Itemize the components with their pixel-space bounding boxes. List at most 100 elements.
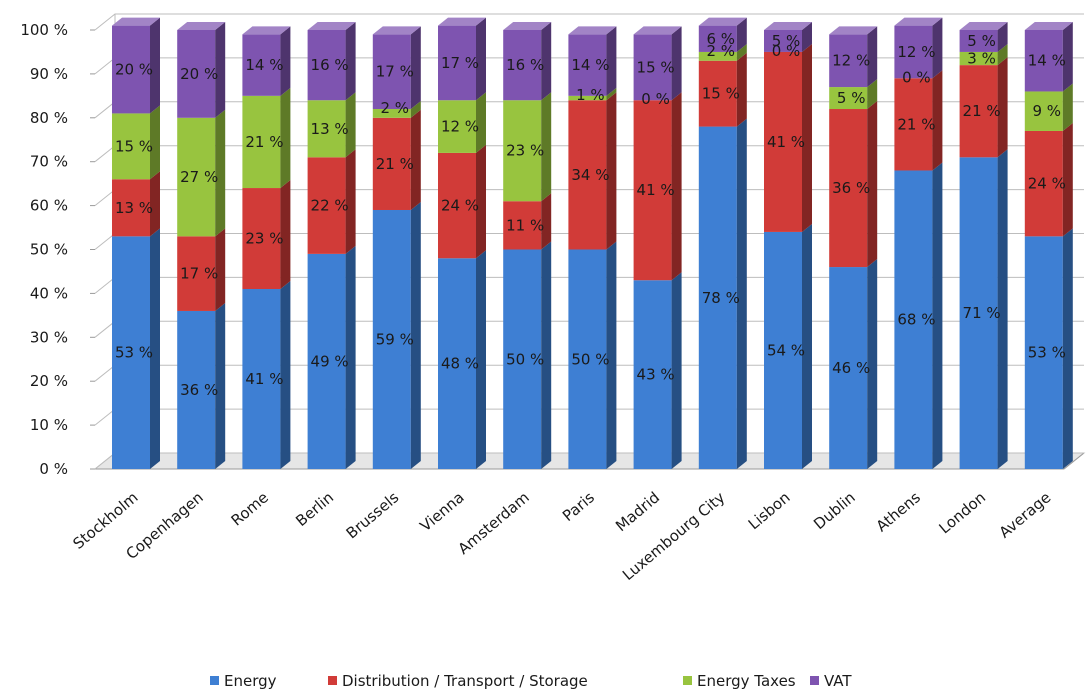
bar-side xyxy=(606,87,617,101)
bar-segment-vat xyxy=(438,17,486,101)
bar-top xyxy=(372,26,421,35)
y-tick-label: 30 % xyxy=(30,328,68,346)
data-label: 36 % xyxy=(180,381,218,399)
bar-front xyxy=(764,51,802,232)
bar-side xyxy=(736,52,747,127)
data-label: 24 % xyxy=(1028,175,1066,193)
bar-segment-energy xyxy=(372,201,421,470)
bar-top xyxy=(307,22,356,30)
bar-front xyxy=(242,34,281,96)
bar-top xyxy=(503,22,552,30)
legend-item: VAT xyxy=(810,672,852,690)
y-tick-label: 90 % xyxy=(30,65,68,83)
data-label: 53 % xyxy=(1028,344,1066,362)
bar-front xyxy=(438,100,476,153)
bar-segment-distribution-transport-storage xyxy=(633,92,682,281)
bar-side xyxy=(215,22,226,118)
bar-segment-energy-taxes xyxy=(698,43,747,61)
data-label: 0 % xyxy=(772,42,801,60)
bar-front xyxy=(959,65,998,158)
data-label: 14 % xyxy=(571,56,609,74)
data-label: 5 % xyxy=(837,89,866,107)
bar-front xyxy=(1024,130,1063,237)
bar-segment-energy xyxy=(307,245,356,469)
bar-front xyxy=(307,100,346,158)
data-label: 41 % xyxy=(637,181,675,199)
legend-swatch xyxy=(683,676,692,685)
bar-front xyxy=(177,310,216,469)
bar-side xyxy=(932,162,943,470)
bar-side xyxy=(671,26,682,101)
x-tick-label: Amsterdam xyxy=(455,488,533,558)
bar-segment-energy-taxes xyxy=(959,43,1008,66)
data-label: 2 % xyxy=(707,42,736,60)
bar-side xyxy=(476,144,486,259)
bar-segment-vat xyxy=(764,22,812,52)
data-label: 21 % xyxy=(897,115,935,133)
y-tick-label: 50 % xyxy=(30,241,68,259)
bar-side xyxy=(345,245,356,469)
bar-front xyxy=(894,170,933,470)
bar-segment-distribution-transport-storage xyxy=(372,109,421,210)
bar-side xyxy=(280,180,291,290)
bar-side xyxy=(541,92,552,202)
bar-front xyxy=(698,51,737,61)
bar-top xyxy=(829,26,878,35)
bar-front xyxy=(829,87,868,110)
bar-front xyxy=(568,34,607,96)
legend: Energy Distribution / Transport / Storage… xyxy=(210,672,852,690)
bar-front xyxy=(372,34,411,110)
data-label: 5 % xyxy=(772,32,801,50)
legend-label: Energy xyxy=(224,672,277,690)
bar-side xyxy=(932,70,943,171)
bar-front xyxy=(438,152,476,259)
bar-segment-vat xyxy=(177,22,226,118)
bar-side xyxy=(541,241,552,469)
bar-top xyxy=(242,26,291,35)
data-label: 54 % xyxy=(767,341,805,359)
data-label: 0 % xyxy=(902,68,931,86)
bar-side xyxy=(410,26,421,110)
bar-side xyxy=(476,92,486,153)
bar-segment-energy-taxes xyxy=(372,101,421,118)
bar-top xyxy=(1024,22,1073,30)
bar-side xyxy=(410,201,421,470)
bar-segment-energy xyxy=(698,118,747,469)
bar-front xyxy=(307,253,346,469)
data-label: 23 % xyxy=(506,142,544,160)
data-label: 22 % xyxy=(311,197,349,215)
bar-front xyxy=(568,249,607,469)
data-label: 43 % xyxy=(637,366,675,384)
bar-front xyxy=(764,231,802,469)
bar-side xyxy=(150,105,160,180)
bar-segment-distribution-transport-storage xyxy=(959,57,1008,158)
bar-segment-energy xyxy=(568,241,617,469)
bar-segment-distribution-transport-storage xyxy=(177,228,226,311)
bar-top xyxy=(894,17,943,26)
data-label: 48 % xyxy=(441,355,479,373)
bar-segment-energy-taxes xyxy=(307,92,356,158)
data-label: 15 % xyxy=(115,137,153,155)
bar-side xyxy=(215,228,226,311)
bar-front xyxy=(1024,30,1063,92)
bar-segment-distribution-transport-storage xyxy=(242,180,291,290)
bar-segment-energy xyxy=(829,259,878,469)
bar-front xyxy=(698,126,737,469)
data-label: 78 % xyxy=(702,289,740,307)
bar-segment-energy-taxes xyxy=(1024,83,1073,131)
bar-segment-distribution-transport-storage xyxy=(503,193,552,250)
bar-segment-energy xyxy=(764,223,812,469)
bar-side xyxy=(802,223,812,469)
data-label: 36 % xyxy=(832,179,870,197)
x-tick-label: London xyxy=(935,488,989,537)
bar-front xyxy=(112,236,150,469)
bar-side xyxy=(997,149,1008,469)
legend-item: Energy xyxy=(210,672,277,690)
bar-front xyxy=(894,25,933,79)
bar-front xyxy=(633,280,672,469)
bar-front xyxy=(633,100,672,281)
data-label: 24 % xyxy=(441,197,479,215)
bar-front xyxy=(307,30,346,101)
